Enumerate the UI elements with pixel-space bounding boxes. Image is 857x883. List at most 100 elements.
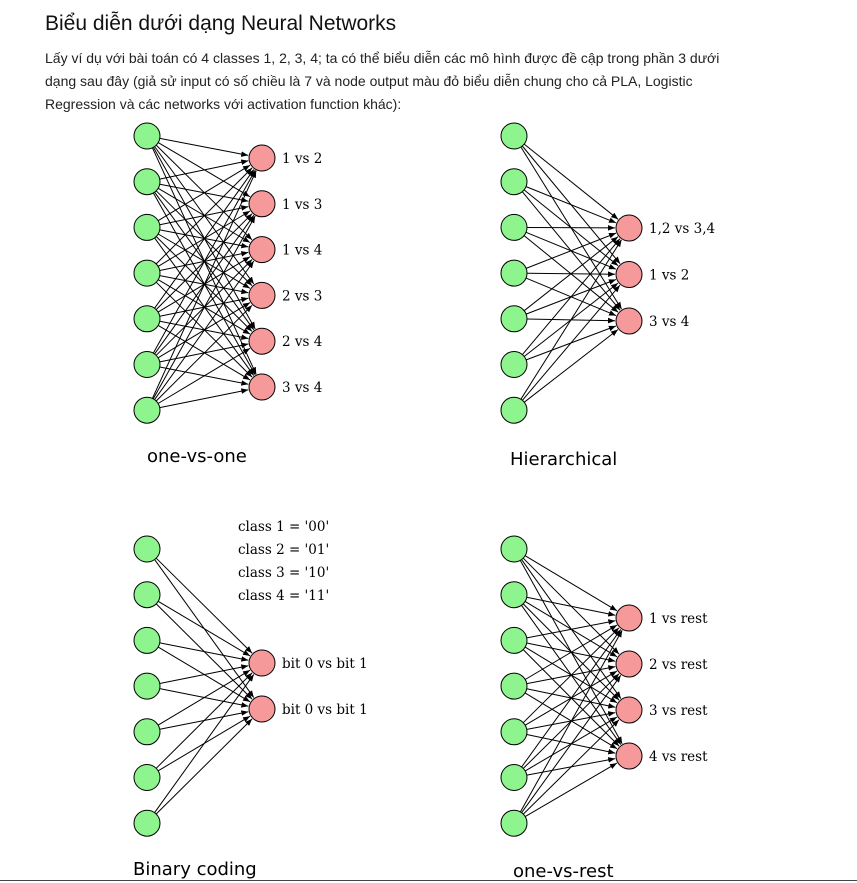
diagram-caption: one-vs-one (147, 446, 247, 467)
output-node (615, 742, 643, 770)
output-node-label: 3 vs 4 (282, 380, 322, 396)
output-node (248, 281, 276, 309)
connection-edge (151, 170, 257, 399)
output-node (248, 373, 276, 401)
connection-edge (154, 260, 255, 400)
input-node (133, 581, 161, 609)
input-node (133, 626, 161, 654)
connection-edge (523, 143, 619, 220)
output-node (615, 650, 643, 678)
connection-edge (526, 619, 616, 639)
class-code-label: class 2 = '01' (238, 542, 329, 558)
output-node-label: 1 vs 2 (649, 268, 689, 284)
connection-edge (157, 347, 251, 404)
connection-edge (152, 169, 256, 354)
input-node (133, 168, 161, 196)
input-node (500, 213, 528, 241)
connection-edge (157, 600, 251, 657)
output-node-label: 1 vs 4 (282, 243, 322, 259)
connection-edge (525, 186, 617, 224)
input-node (500, 581, 528, 609)
connection-edge (522, 719, 620, 815)
connection-edge (155, 557, 253, 654)
connection-edge (521, 675, 622, 813)
connection-edge (159, 642, 249, 662)
input-node (133, 718, 161, 746)
input-node (133, 396, 161, 424)
output-node-label: bit 0 vs bit 1 (282, 656, 368, 672)
connection-edge (522, 238, 621, 355)
output-node (615, 604, 643, 632)
connection-edge (155, 167, 253, 265)
output-node-label: 4 vs rest (649, 749, 708, 765)
input-node (133, 305, 161, 333)
input-node (133, 809, 161, 837)
output-node-label: bit 0 vs bit 1 (282, 702, 368, 718)
input-node (133, 351, 161, 378)
output-node (248, 190, 276, 218)
connection-edge (155, 672, 253, 769)
connection-edge (523, 329, 619, 403)
input-node (500, 764, 528, 791)
diagram-binary-coding: bit 0 vs bit 1 bit 0 vs bit 1 class 1 = '0… (133, 519, 368, 880)
output-node (248, 236, 276, 264)
input-node (500, 351, 528, 378)
connection-edge (159, 388, 249, 409)
connection-edge (524, 762, 618, 818)
output-node (615, 696, 643, 724)
connection-edge (157, 164, 251, 222)
connection-edge (525, 232, 617, 269)
class-code-label: class 1 = '00' (238, 519, 329, 535)
connection-edge (522, 284, 621, 401)
input-node (500, 809, 528, 837)
diagram-caption: Binary coding (133, 859, 257, 880)
output-node-label: 3 vs 4 (649, 314, 689, 330)
output-node-label: 1 vs 3 (282, 197, 322, 213)
connection-edge (155, 718, 253, 815)
output-node (615, 261, 643, 288)
bottom-divider (0, 880, 857, 881)
connection-edge (522, 627, 620, 724)
connection-edge (159, 664, 249, 684)
output-node-label: 1,2 vs 3,4 (649, 221, 715, 237)
connection-edge (519, 629, 623, 813)
diagram-caption: Hierarchical (510, 449, 617, 470)
input-node (500, 535, 528, 563)
connection-edge (152, 215, 256, 400)
input-node (133, 535, 161, 563)
input-node (133, 259, 161, 287)
input-node (500, 305, 528, 333)
connection-edge (154, 674, 255, 813)
output-node-label: 2 vs 4 (282, 334, 322, 350)
section-heading: Biểu diễn dưới dạng Neural Networks (45, 12, 397, 35)
diagram-one-vs-one: 1 vs 2 1 vs 3 1 vs 4 2 vs 3 2 vs 4 3 vs 4 one-… (133, 122, 322, 467)
connection-edge (159, 137, 249, 157)
connection-edge (524, 624, 618, 680)
input-node (500, 122, 528, 150)
connection-edge (154, 169, 255, 309)
input-node (500, 259, 528, 287)
input-node (500, 396, 528, 424)
input-node (133, 122, 161, 150)
output-node (615, 307, 643, 335)
output-node-label: 1 vs rest (649, 611, 708, 627)
connection-edge (155, 304, 253, 402)
output-node-label: 2 vs 3 (282, 288, 322, 304)
input-node (500, 672, 528, 700)
connection-edge (524, 555, 618, 612)
input-node (500, 718, 528, 746)
diagram-hierarchical: 1,2 vs 3,4 1 vs 2 3 vs 4 Hierarchical (500, 122, 715, 470)
intro-paragraph: Lấy ví dụ với bài toán có 4 classes 1, 2… (45, 50, 720, 112)
output-node (248, 649, 276, 677)
output-node (248, 144, 276, 172)
connection-edge (157, 669, 251, 726)
connection-edge (526, 596, 616, 617)
diagram-one-vs-rest: 1 vs rest 2 vs rest 3 vs rest 4 vs rest one-… (500, 535, 708, 882)
class-code-label: class 3 = '10' (238, 565, 329, 581)
output-node (248, 327, 276, 355)
output-node-label: 1 vs 2 (282, 151, 322, 167)
connection-edge (521, 629, 622, 768)
diagram-caption: one-vs-rest (513, 861, 614, 882)
input-node (133, 213, 161, 241)
